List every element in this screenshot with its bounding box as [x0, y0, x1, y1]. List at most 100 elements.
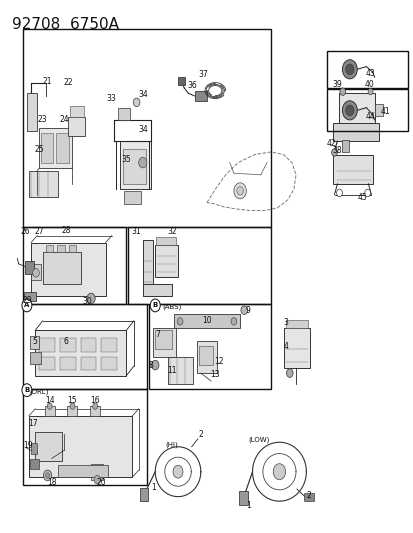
Bar: [155, 330, 171, 349]
Bar: [173, 314, 240, 328]
Bar: [194, 91, 206, 101]
Bar: [31, 443, 37, 454]
Bar: [341, 140, 349, 152]
Circle shape: [33, 269, 39, 277]
Bar: [90, 406, 100, 416]
Text: 17: 17: [28, 419, 38, 428]
Bar: [81, 338, 96, 352]
Circle shape: [345, 105, 353, 116]
Text: 5: 5: [32, 337, 37, 345]
Text: 26: 26: [21, 228, 31, 236]
Text: 21: 21: [43, 77, 52, 85]
Text: 34: 34: [138, 91, 147, 99]
Bar: [69, 245, 76, 252]
Text: (HI): (HI): [165, 442, 178, 448]
Text: 7: 7: [154, 330, 159, 339]
Bar: [25, 261, 34, 274]
Bar: [67, 406, 77, 416]
Text: 11: 11: [167, 366, 176, 375]
Bar: [31, 243, 105, 296]
Bar: [69, 106, 83, 117]
Circle shape: [236, 187, 243, 195]
Bar: [35, 432, 62, 461]
Circle shape: [286, 369, 292, 377]
Circle shape: [150, 299, 160, 312]
Bar: [30, 352, 40, 364]
Circle shape: [230, 318, 236, 325]
Circle shape: [336, 189, 342, 197]
Text: 19: 19: [23, 441, 33, 449]
Text: 6: 6: [64, 337, 69, 345]
Circle shape: [367, 88, 372, 95]
Text: 34: 34: [138, 125, 147, 134]
Bar: [156, 237, 176, 245]
Text: 92708  6750A: 92708 6750A: [12, 17, 119, 32]
Circle shape: [87, 293, 95, 304]
Circle shape: [233, 183, 246, 199]
Circle shape: [364, 189, 370, 197]
Text: 3: 3: [282, 318, 287, 327]
Circle shape: [94, 475, 100, 484]
Text: 15: 15: [67, 397, 77, 405]
Text: (DRL): (DRL): [30, 389, 49, 395]
Circle shape: [177, 318, 183, 325]
Bar: [332, 123, 378, 141]
Text: B: B: [152, 302, 157, 309]
Circle shape: [47, 403, 52, 409]
Bar: [142, 240, 153, 296]
Text: (ABS): (ABS): [162, 303, 181, 310]
Bar: [39, 357, 55, 370]
Text: 16: 16: [90, 397, 100, 405]
Bar: [285, 320, 308, 328]
Text: 4: 4: [282, 342, 287, 351]
Bar: [101, 338, 117, 352]
Text: 25: 25: [34, 145, 44, 154]
Bar: [57, 245, 64, 252]
Text: 8: 8: [148, 361, 153, 369]
Text: 43: 43: [365, 69, 375, 78]
Bar: [139, 488, 147, 501]
Bar: [45, 245, 53, 252]
Bar: [124, 191, 140, 204]
Bar: [304, 494, 313, 501]
Text: 20: 20: [96, 478, 106, 487]
Bar: [178, 77, 185, 85]
Text: 45: 45: [356, 193, 366, 201]
Bar: [23, 389, 147, 485]
Bar: [60, 357, 76, 370]
Text: 36: 36: [187, 81, 197, 90]
Text: A: A: [24, 302, 29, 309]
Bar: [39, 128, 72, 168]
Bar: [339, 93, 374, 123]
Bar: [81, 357, 96, 370]
Bar: [120, 141, 151, 189]
Circle shape: [133, 98, 140, 107]
Text: 30: 30: [82, 297, 92, 305]
Bar: [23, 304, 147, 389]
Bar: [60, 338, 76, 352]
Text: 40: 40: [363, 80, 373, 88]
Bar: [332, 155, 372, 184]
Bar: [58, 465, 107, 477]
Bar: [118, 108, 130, 120]
Circle shape: [342, 101, 356, 120]
Bar: [198, 346, 213, 365]
Text: 37: 37: [197, 70, 207, 79]
Text: 10: 10: [202, 317, 211, 325]
Bar: [68, 117, 85, 136]
Text: 29: 29: [22, 296, 32, 304]
Circle shape: [331, 149, 337, 156]
Text: 23: 23: [37, 116, 47, 124]
Circle shape: [22, 299, 32, 312]
Bar: [30, 459, 39, 469]
Bar: [196, 341, 217, 373]
Bar: [283, 328, 310, 368]
Bar: [31, 264, 41, 280]
Text: 27: 27: [34, 228, 44, 236]
Bar: [142, 284, 171, 296]
Circle shape: [70, 403, 75, 409]
Bar: [45, 406, 55, 416]
Text: 24: 24: [59, 116, 69, 124]
Bar: [128, 227, 271, 304]
Circle shape: [339, 88, 345, 95]
